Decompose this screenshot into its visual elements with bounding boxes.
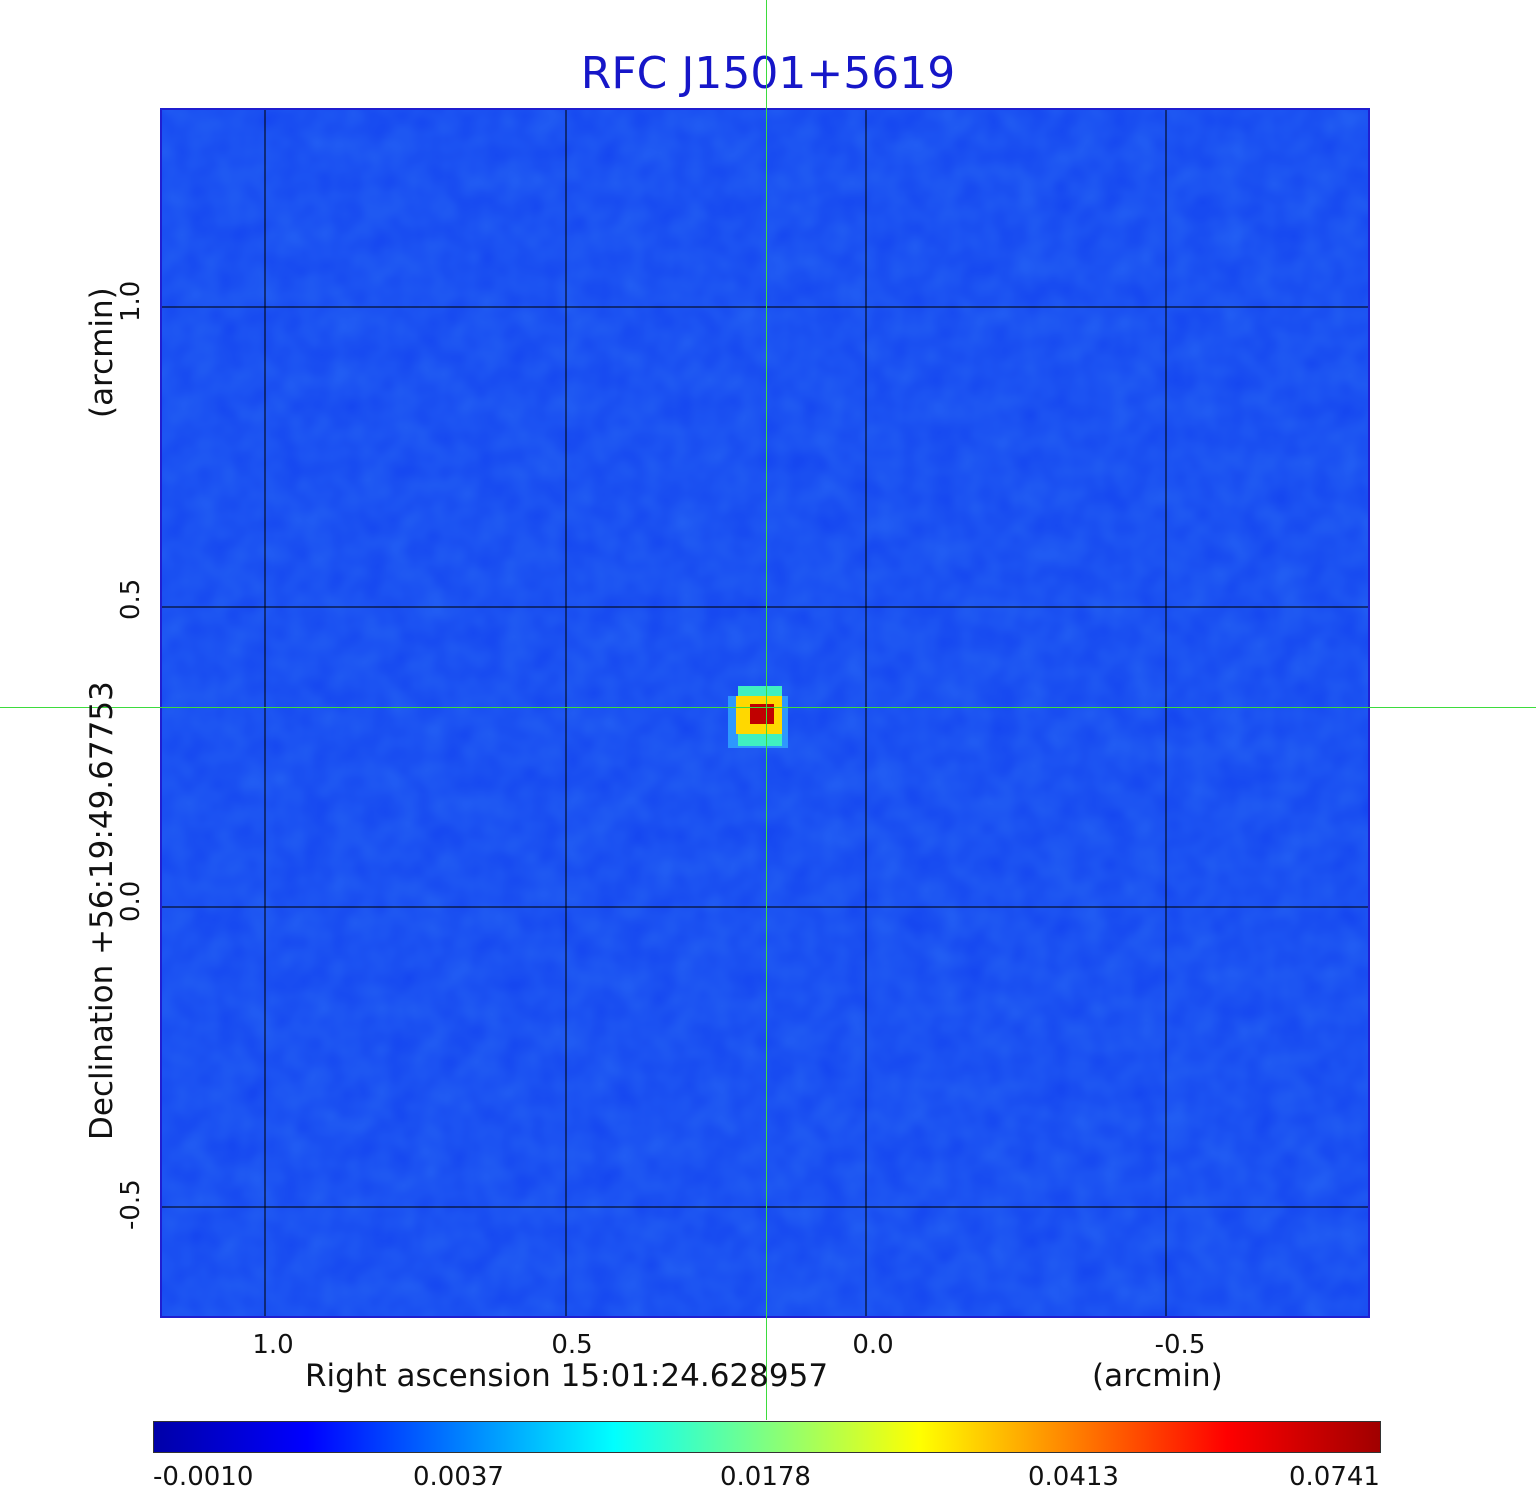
x-axis-label: Right ascension 15:01:24.628957 (305, 1358, 829, 1394)
colorbar (153, 1421, 1381, 1453)
x-tick-label: 0.5 (551, 1330, 593, 1360)
colorbar-label: 0.0741 (1289, 1462, 1380, 1492)
y-tick-label: 0.5 (116, 578, 146, 620)
x-axis-unit: (arcmin) (1092, 1358, 1223, 1394)
y-tick-label: 0.0 (116, 880, 146, 922)
x-tick-label: -0.5 (1154, 1330, 1206, 1360)
y-tick-label: -0.5 (116, 1179, 146, 1230)
x-tick-label: 0.0 (852, 1330, 894, 1360)
colorbar-label: 0.0413 (1028, 1462, 1119, 1492)
crosshair-vertical (766, 0, 767, 1420)
y-axis-label: Declination +56:19:49.67753 (84, 681, 120, 1140)
y-tick-label: 1.0 (116, 280, 146, 322)
colorbar-label: 0.0178 (720, 1462, 811, 1492)
source-blob (728, 686, 788, 748)
y-axis-unit: (arcmin) (84, 287, 120, 418)
radio-image[interactable] (160, 108, 1370, 1318)
x-tick-label: 1.0 (252, 1330, 294, 1360)
colorbar-label: 0.0037 (413, 1462, 504, 1492)
crosshair-horizontal (0, 707, 1536, 708)
colorbar-label: -0.0010 (153, 1462, 254, 1492)
radio-image-canvas (162, 110, 1368, 1316)
coordinate-grid (162, 110, 1368, 1316)
plot-title: RFC J1501+5619 (580, 48, 956, 99)
